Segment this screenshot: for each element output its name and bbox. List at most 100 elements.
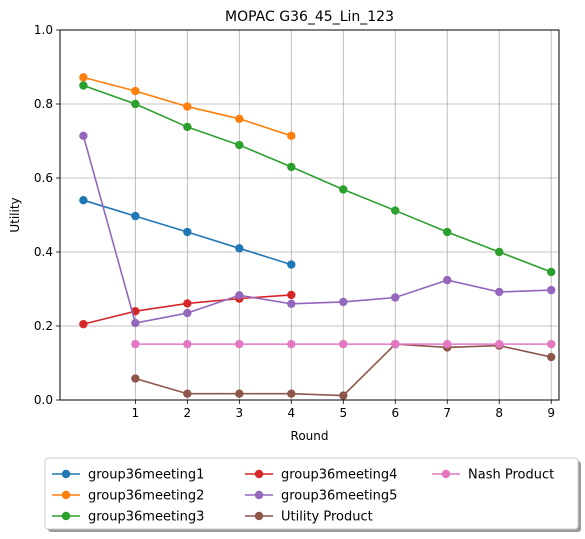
data-point — [131, 99, 140, 109]
data-point — [235, 114, 244, 124]
data-point — [339, 185, 348, 194]
legend-swatch-marker — [441, 469, 451, 479]
x-tick-label: 5 — [339, 406, 347, 420]
y-tick-label: 0.0 — [34, 393, 53, 407]
data-point — [287, 162, 296, 172]
data-point — [287, 131, 296, 141]
data-point — [131, 211, 140, 221]
series-nash-product — [131, 339, 556, 349]
series-line — [82, 135, 552, 324]
y-tick-label: 0.8 — [34, 97, 53, 111]
data-point — [287, 290, 296, 300]
data-point — [287, 389, 296, 398]
y-tick-label: 0.4 — [34, 245, 53, 259]
legend-swatch-marker — [254, 511, 264, 521]
series-group36meeting1 — [79, 196, 296, 269]
legend-item: Utility Product — [245, 510, 373, 525]
data-point — [391, 206, 400, 215]
data-point — [235, 244, 244, 253]
data-point — [235, 389, 244, 398]
data-point — [183, 339, 192, 349]
x-tick-label: 7 — [443, 406, 451, 420]
legend-swatch-marker — [254, 490, 264, 500]
legend-label: group36meeting4 — [281, 468, 397, 483]
data-point — [79, 319, 88, 329]
y-tick-label: 0.2 — [34, 319, 53, 333]
grid — [60, 29, 559, 401]
data-point — [339, 297, 348, 307]
data-point — [547, 267, 556, 277]
legend: group36meeting1 group36meeting2 group36mee… — [44, 457, 581, 532]
legend-swatch-marker — [254, 469, 264, 479]
data-point — [79, 81, 88, 90]
series-group36meeting2 — [79, 73, 296, 141]
data-point — [131, 318, 140, 328]
y-tick-label: 0.6 — [34, 171, 53, 185]
data-point — [131, 86, 140, 96]
legend-label: Nash Product — [468, 468, 554, 483]
x-tick-label: 3 — [236, 406, 244, 420]
data-point — [443, 227, 452, 237]
data-point — [339, 339, 348, 349]
legend-item: group36meeting3 — [52, 510, 204, 525]
legend-label: Utility Product — [281, 510, 373, 525]
data-point — [443, 339, 452, 349]
data-point — [235, 339, 244, 349]
series-group — [79, 73, 556, 400]
data-point — [287, 339, 296, 349]
data-point — [79, 196, 88, 205]
x-axis-title: Round — [291, 429, 329, 443]
data-point — [183, 102, 192, 111]
legend-label: group36meeting1 — [88, 468, 204, 483]
x-tick-label: 8 — [495, 406, 503, 420]
y-axis-title: Utility — [8, 197, 22, 232]
data-point — [443, 275, 452, 285]
data-point — [339, 391, 348, 400]
data-point — [547, 285, 556, 295]
legend-item: Nash Product — [432, 468, 554, 483]
data-point — [79, 131, 88, 141]
data-point — [183, 389, 192, 398]
data-point — [79, 73, 88, 82]
axes: 1 2 3 4 5 6 7 8 9 0.0 0.2 0.4 0.6 0.8 1.0 — [34, 23, 555, 420]
chart-title: MOPAC G36_45_Lin_123 — [225, 9, 394, 25]
data-point — [391, 293, 400, 302]
y-tick-label: 1.0 — [34, 23, 53, 37]
data-point — [495, 247, 504, 257]
data-point — [235, 140, 244, 150]
x-tick-label: 4 — [287, 406, 295, 420]
legend-label: group36meeting5 — [281, 489, 397, 504]
data-point — [391, 339, 400, 349]
data-point — [547, 352, 556, 362]
legend-swatch-marker — [61, 469, 71, 479]
data-point — [287, 260, 296, 269]
x-tick-label: 6 — [391, 406, 399, 420]
series-line — [83, 84, 552, 273]
data-point — [183, 308, 192, 318]
data-point — [131, 339, 140, 349]
series-group36meeting5 — [79, 131, 556, 328]
data-point — [183, 227, 192, 237]
legend-swatch-marker — [61, 511, 71, 521]
legend-item: group36meeting4 — [245, 468, 397, 483]
plot-frame — [59, 29, 560, 401]
legend-label: group36meeting3 — [88, 510, 204, 525]
data-point — [183, 122, 192, 132]
x-tick-label: 2 — [184, 406, 192, 420]
data-point — [495, 339, 504, 349]
data-point — [183, 299, 192, 308]
legend-item: group36meeting5 — [245, 489, 397, 504]
data-point — [287, 299, 296, 308]
legend-item: group36meeting2 — [52, 489, 204, 504]
series-group36meeting3 — [79, 81, 556, 277]
x-tick-label: 9 — [547, 406, 555, 420]
data-point — [547, 339, 556, 349]
data-point — [495, 287, 504, 297]
data-point — [131, 374, 140, 383]
x-tick-label: 1 — [132, 406, 140, 420]
data-point — [235, 291, 244, 300]
legend-item: group36meeting1 — [52, 468, 204, 483]
legend-swatch-marker — [61, 490, 71, 500]
legend-label: group36meeting2 — [88, 489, 204, 504]
